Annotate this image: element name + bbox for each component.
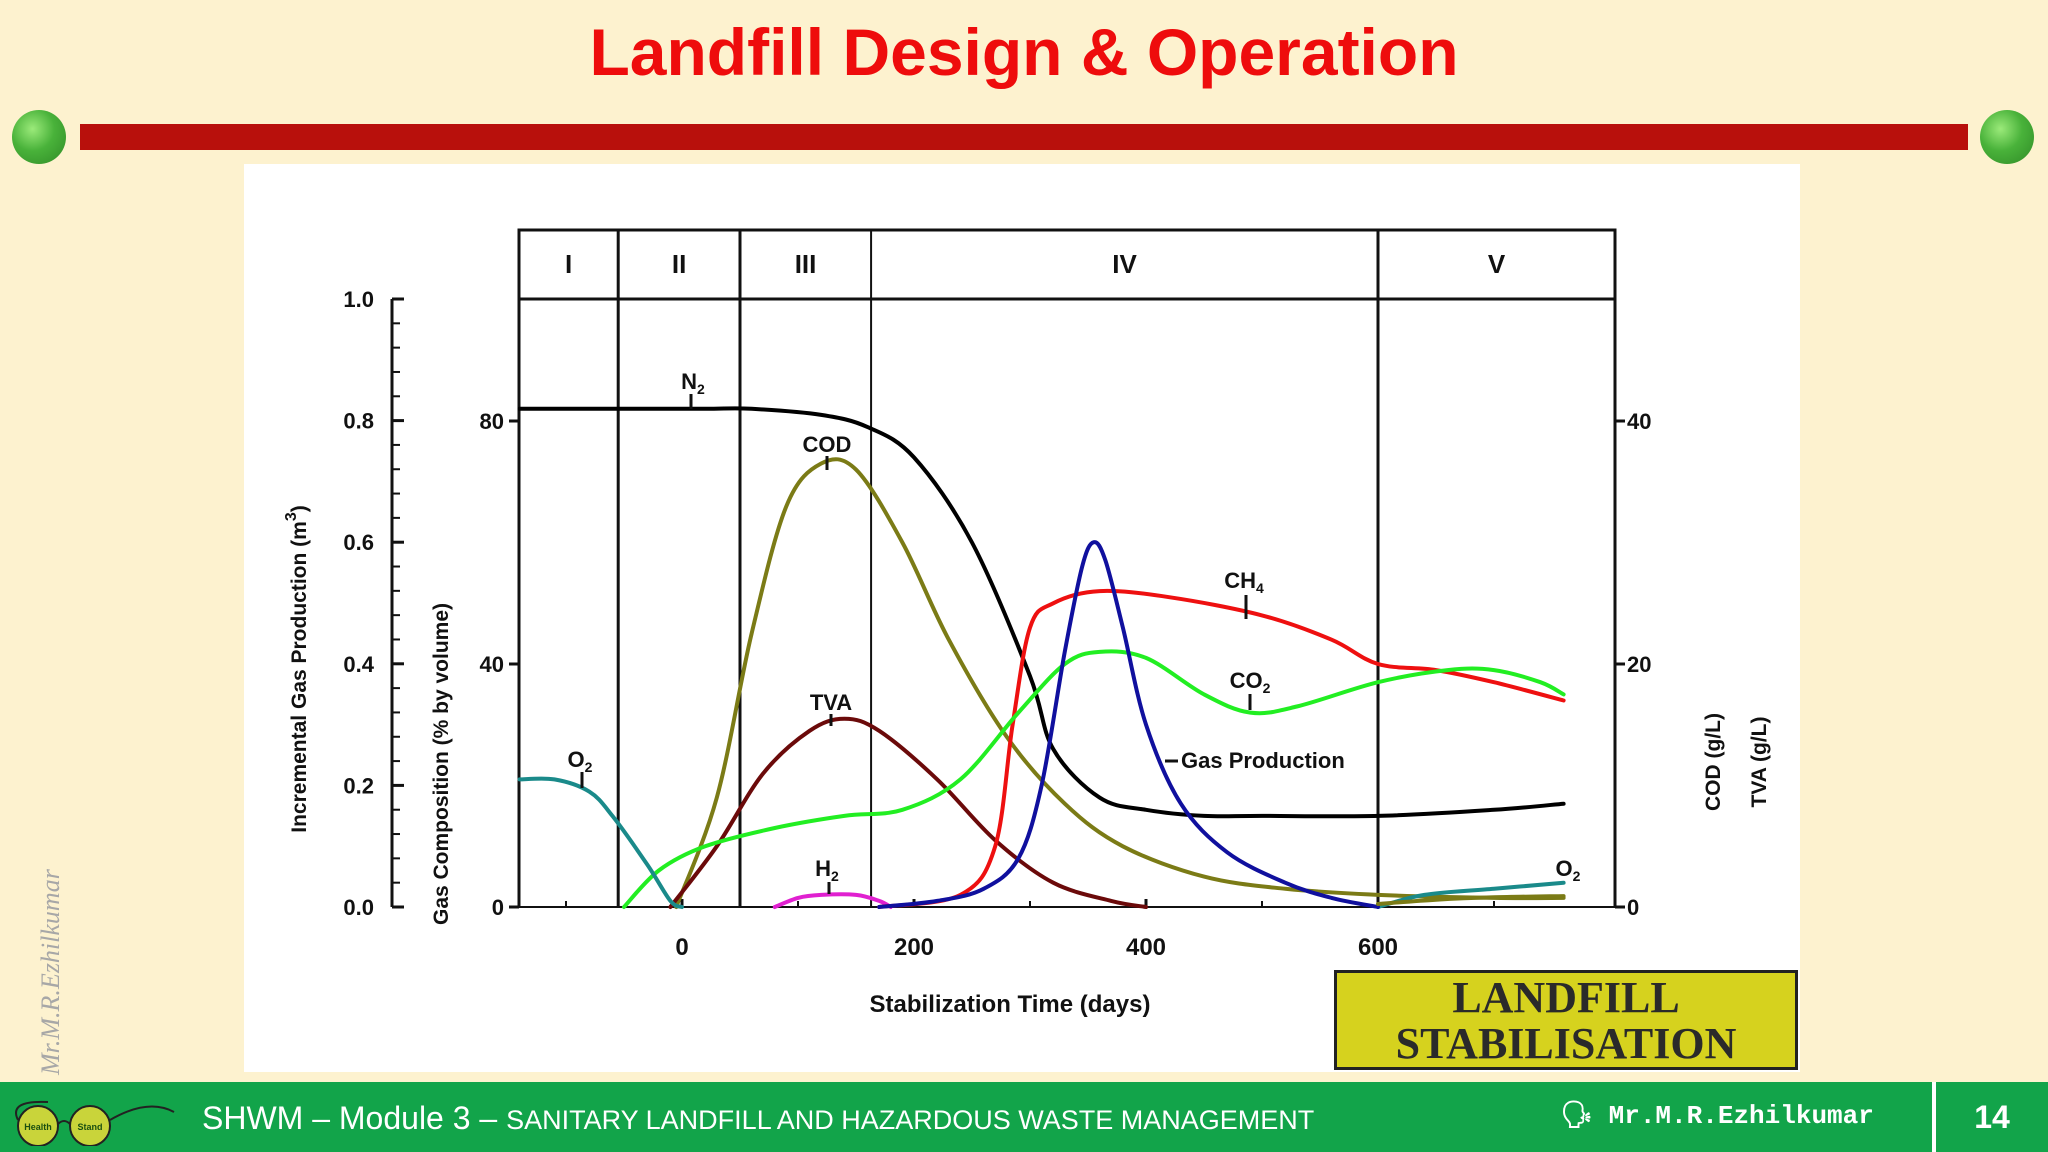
series-label-gas-production: Gas Production (1181, 748, 1345, 773)
cod-tick-label: 40 (1627, 409, 1651, 434)
phase-lines: I II III IV V (565, 230, 1506, 907)
series-label-o2: O2 (568, 747, 593, 775)
phase-label-IV: IV (1112, 249, 1137, 279)
cod-tick-label: 20 (1627, 652, 1651, 677)
badge-line-2: STABILISATION (1395, 1019, 1737, 1068)
footer-author-name: Mr.M.R.Ezhilkumar (1608, 1101, 1874, 1131)
footer-subtitle: SANITARY LANDFILL AND HAZARDOUS WASTE MA… (506, 1105, 1315, 1135)
series-line-n2 (517, 406, 1566, 819)
footer-module: SHWM – Module 3 – (202, 1100, 507, 1136)
slide-title: Landfill Design & Operation (589, 15, 1459, 89)
phase-label-II: II (672, 249, 686, 279)
footer-author: 🗣 Mr.M.R.Ezhilkumar (1560, 1100, 1874, 1131)
chart-frame (517, 228, 1617, 908)
health-stand-logo: Health Stand (15, 1100, 175, 1146)
page-number: 14 (1974, 1099, 2010, 1135)
series (517, 406, 1566, 909)
series-label-tva: TVA (810, 690, 852, 715)
series-line-gas-production (877, 540, 1380, 909)
series-line-cod (674, 457, 1566, 909)
phase-label-III: III (795, 249, 817, 279)
left-green-dot (12, 110, 66, 164)
gas-tick-label: 0.4 (343, 652, 374, 677)
series-labels: N2 COD TVA H2 CH4 CO2 O2 O2 Gas Production (568, 369, 1581, 894)
composition-tick-label: 80 (480, 409, 504, 434)
series-label-ch4: CH4 (1224, 568, 1264, 596)
title-underline-bar (80, 124, 1968, 150)
x-axis-label: Stabilization Time (days) (870, 991, 1151, 1018)
gas-tick-label: 0.6 (343, 530, 374, 555)
series-line-h2 (772, 892, 893, 909)
x-tick-label-0: 0 (675, 934, 688, 961)
phase-label-I: I (565, 249, 572, 279)
tva-axis-label: TVA (g/L) (1748, 717, 1771, 808)
series-label-co2: CO2 (1230, 668, 1271, 696)
author-watermark: Mr.M.R.Ezhilkumar (36, 869, 65, 1075)
right-green-dot (1980, 110, 2034, 164)
phase-label-V: V (1488, 249, 1506, 279)
x-tick-label-200: 200 (894, 934, 934, 961)
badge-line-1: LANDFILL (1452, 973, 1680, 1022)
speaking-head-icon: 🗣 (1560, 1101, 1594, 1131)
series-line-co2 (622, 649, 1566, 909)
logo-text-left: Health (24, 1122, 52, 1132)
series-line-leachate-tail (1376, 894, 1566, 906)
x-tick-label-400: 400 (1126, 934, 1166, 961)
logo-text-right: Stand (77, 1122, 102, 1132)
composition-tick-label: 40 (480, 652, 504, 677)
series-line-tva (668, 716, 1148, 909)
series-label-o2-late-: O2 (1556, 856, 1581, 884)
cod-axis-label: COD (g/L) (1702, 713, 1725, 811)
series-label-h2: H2 (815, 856, 839, 884)
gas-tick-label: 0.8 (343, 409, 374, 434)
phase-header-box (517, 228, 1617, 301)
cod-tick-label: 0 (1627, 895, 1639, 920)
series-label-cod: COD (803, 432, 852, 457)
gas-tick-label: 0.0 (343, 895, 374, 920)
series-line-ch4 (877, 588, 1566, 909)
x-tick-label-600: 600 (1358, 934, 1398, 961)
series-line-o2 (517, 776, 684, 909)
series-label-n2: N2 (681, 369, 705, 397)
footer-divider (1932, 1082, 1936, 1152)
gas-composition-axis-label: Gas Composition (% by volume) (430, 603, 453, 925)
gas-tick-label: 1.0 (343, 287, 374, 312)
landfill-stabilisation-badge: LANDFILL STABILISATION (1334, 970, 1798, 1070)
footer-bar: Health Stand SHWM – Module 3 – SANITARY … (0, 1082, 2048, 1152)
gas-production-axis-label: Incremental Gas Production (m3) (283, 505, 311, 832)
gas-tick-label: 0.2 (343, 773, 374, 798)
composition-tick-label: 0 (492, 895, 504, 920)
chart-panel: I II III IV V 1.0 0.8 0.6 0.4 0.2 0.0 80 40 0 40 20 0 0 2… (244, 164, 1800, 1072)
footer-module-text: SHWM – Module 3 – SANITARY LANDFILL AND … (202, 1100, 1314, 1137)
